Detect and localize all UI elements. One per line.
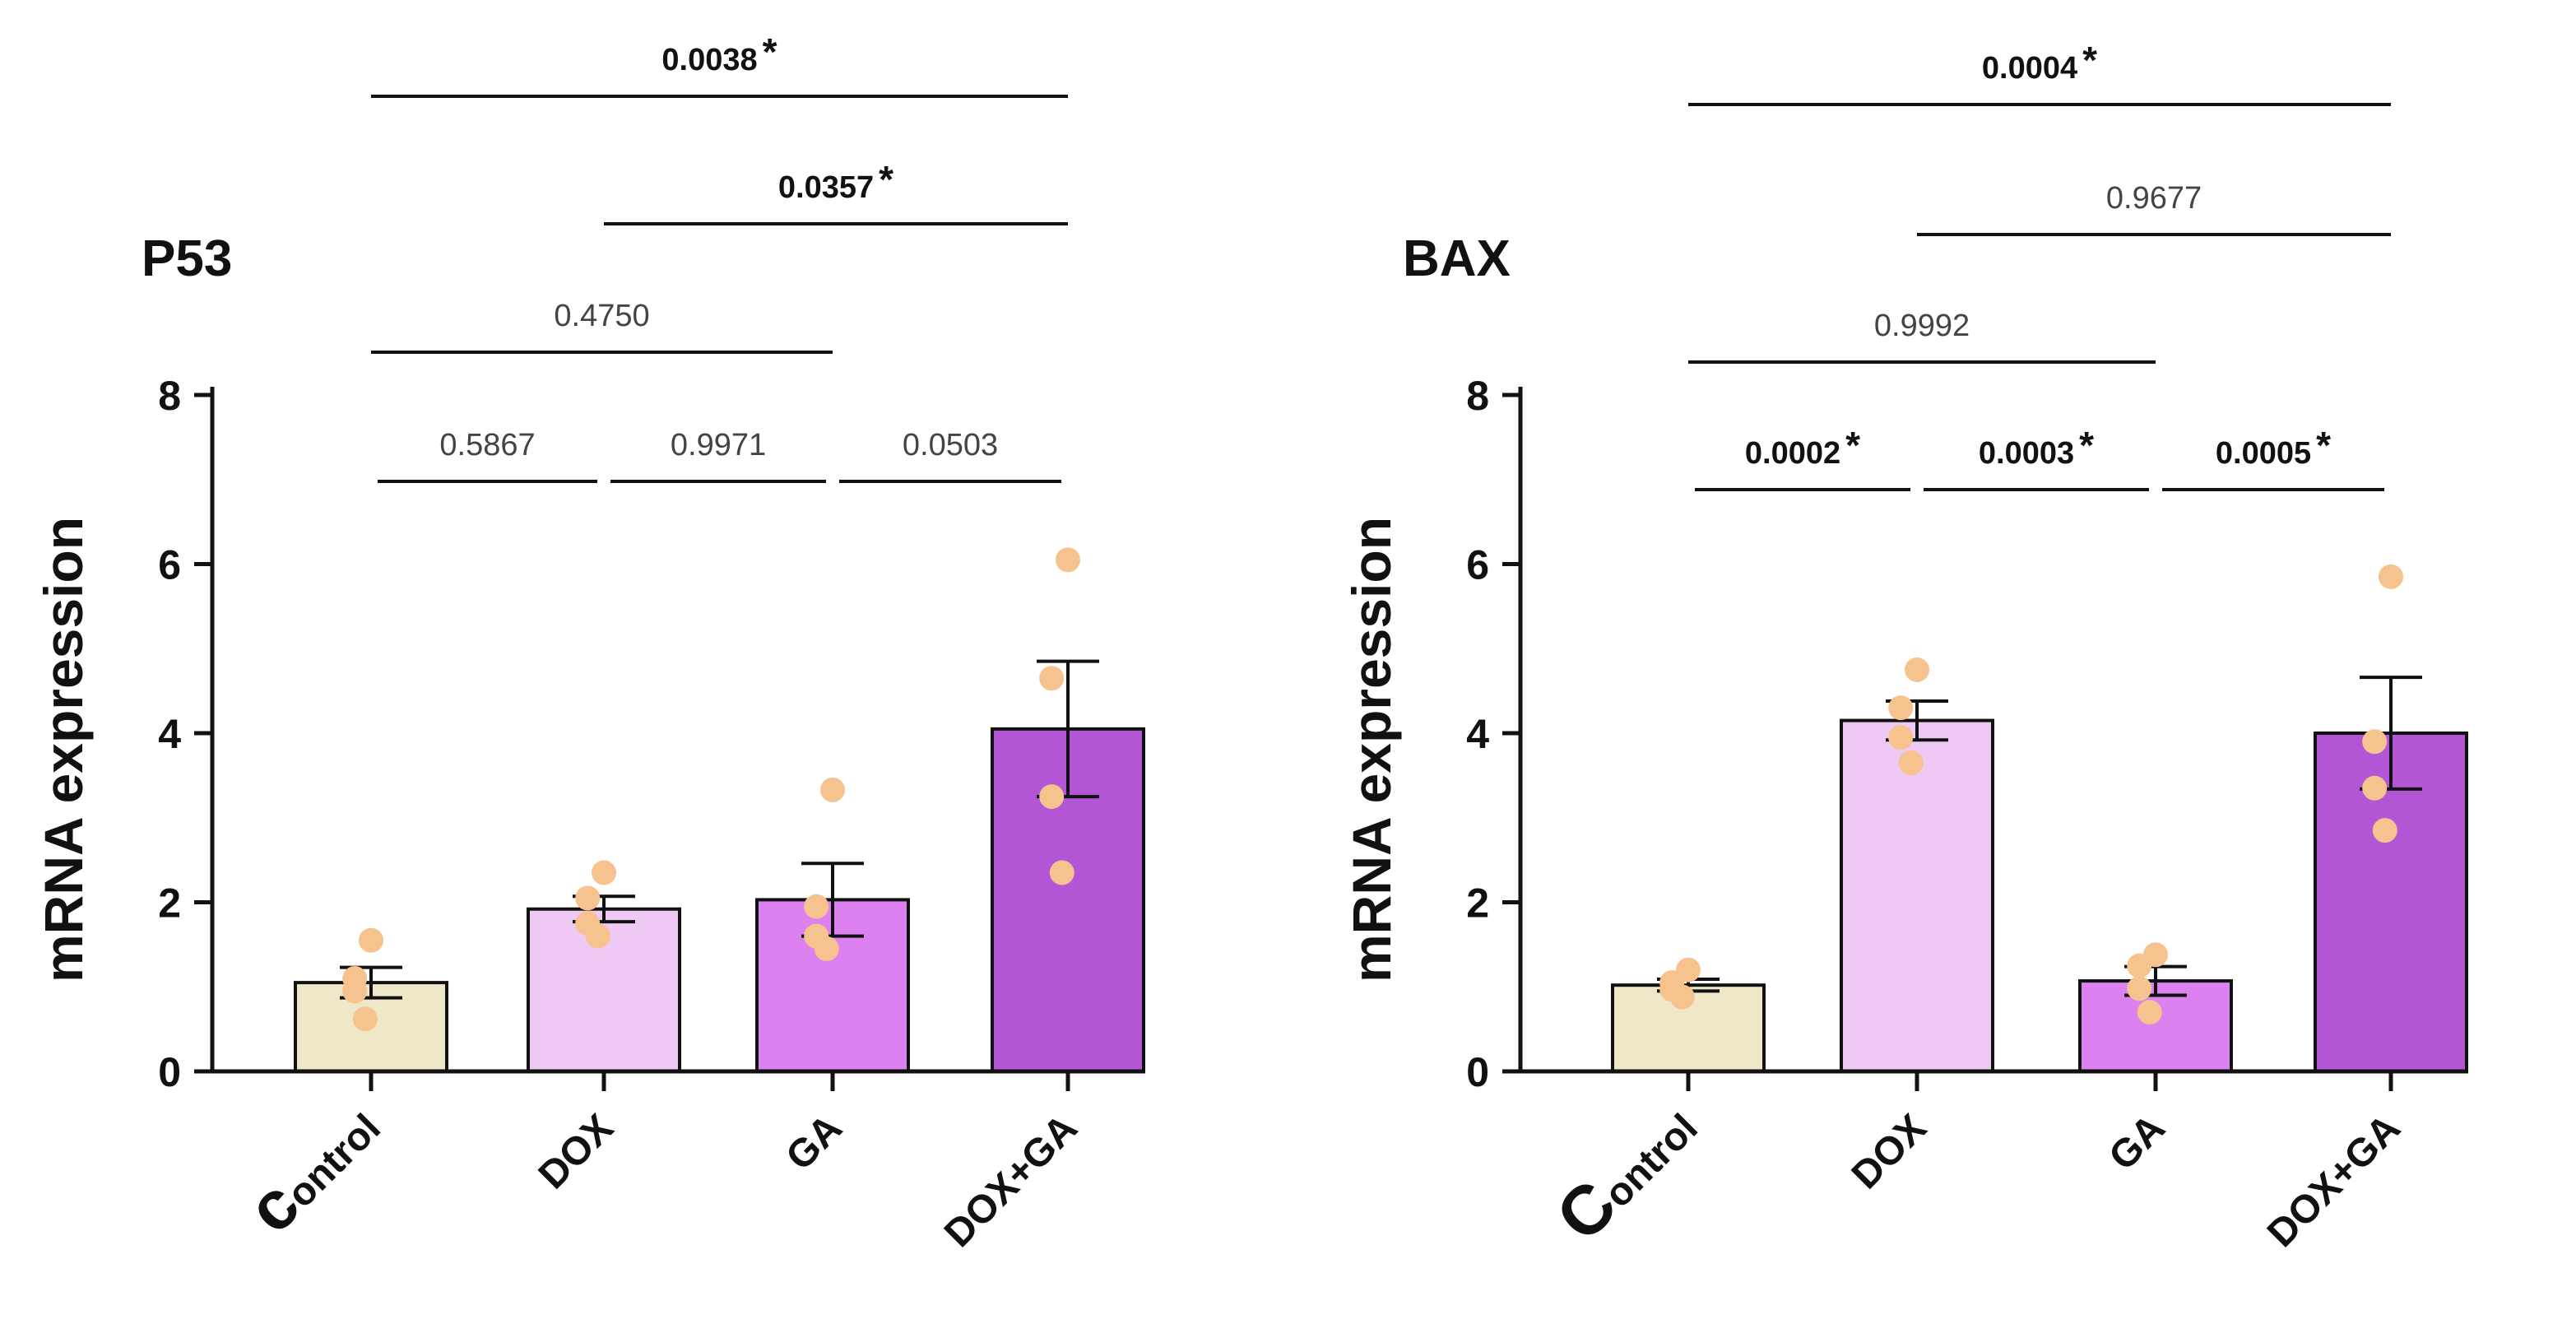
y-tick-label: 4 xyxy=(1466,711,1489,757)
data-point xyxy=(2127,953,2152,978)
x-tick-label-rest: DOX xyxy=(1844,1106,1935,1197)
p-value-label: 0.0357 * xyxy=(778,158,893,205)
p-value: 0.0005 xyxy=(2216,436,2311,471)
data-point xyxy=(1898,750,1924,775)
data-point xyxy=(359,927,383,953)
chart-panel-bax: BAX mRNA expression 0 2 4 6 8 Control DOX GA DOX+G… xyxy=(1341,39,2468,1256)
chart-title: P53 xyxy=(142,230,232,287)
p-value: 0.0004 xyxy=(1982,51,2077,86)
y-tick-label: 4 xyxy=(158,711,181,757)
p-value: 0.9971 xyxy=(671,428,766,462)
x-tick-label-rest: GA xyxy=(777,1106,850,1178)
significance-star: * xyxy=(763,30,777,73)
y-tick-label: 6 xyxy=(158,542,181,588)
significance-star: * xyxy=(879,158,893,201)
x-tick-label-rest: ontrol xyxy=(1596,1106,1706,1216)
y-tick-label: 0 xyxy=(158,1049,181,1095)
significance-star: * xyxy=(1845,424,1860,467)
data-point xyxy=(1888,695,1914,721)
y-tick-label: 2 xyxy=(1466,880,1489,927)
data-point xyxy=(342,978,368,1004)
x-tick-label: DOX xyxy=(531,1106,622,1197)
p-value: 0.0038 xyxy=(661,43,757,77)
bar-dox xyxy=(1840,718,1994,1074)
x-tick-label: GA xyxy=(777,1106,850,1178)
data-point xyxy=(2362,729,2388,755)
data-point xyxy=(585,923,610,949)
p-value-label: 0.9677 xyxy=(2106,181,2202,216)
x-tick-label: DOX xyxy=(1844,1106,1935,1197)
data-point xyxy=(820,777,845,802)
data-point xyxy=(352,1006,378,1032)
data-point xyxy=(804,894,829,919)
p-value: 0.9992 xyxy=(1874,309,1970,343)
p-value-label: 0.9971 xyxy=(671,428,766,462)
p-value: 0.0503 xyxy=(903,428,998,462)
p-value-label: 0.0003 * xyxy=(1979,424,2094,471)
y-axis-label: mRNA expression xyxy=(33,517,94,983)
x-tick-label-rest: ontrol xyxy=(279,1106,389,1216)
x-tick-label-rest: GA xyxy=(2100,1106,2173,1178)
significance-star: * xyxy=(2316,424,2331,467)
data-point xyxy=(2362,775,2388,801)
y-tick-label: 2 xyxy=(158,880,181,927)
y-tick-label: 0 xyxy=(1466,1049,1489,1095)
y-tick-label: 6 xyxy=(1466,542,1489,588)
p-value-label: 0.5867 xyxy=(439,428,535,462)
p-value-label: 0.0038 * xyxy=(661,30,777,77)
data-point xyxy=(2137,1000,2162,1025)
y-tick-label: 8 xyxy=(1466,373,1489,419)
p-value: 0.0003 xyxy=(1979,436,2074,471)
data-point xyxy=(2379,564,2403,589)
significance-star: * xyxy=(2082,39,2097,81)
x-tick-label-rest: DOX+GA xyxy=(2259,1106,2409,1256)
p-value: 0.0357 xyxy=(778,170,874,205)
x-tick-label: control xyxy=(232,1086,393,1247)
data-point xyxy=(1049,860,1074,885)
y-axis-label: mRNA expression xyxy=(1341,517,1402,983)
p-value: 0.5867 xyxy=(439,428,535,462)
data-point xyxy=(1669,984,1695,1010)
p-value: 0.9677 xyxy=(2106,181,2202,216)
x-tick-label: DOX+GA xyxy=(2259,1106,2409,1256)
x-tick-label: Control xyxy=(1541,1086,1710,1256)
x-tick-label: DOX+GA xyxy=(936,1106,1086,1256)
data-point xyxy=(2372,818,2397,843)
p-value-label: 0.0503 xyxy=(903,428,998,462)
p-value-label: 0.4750 xyxy=(554,299,649,333)
data-point xyxy=(1888,725,1914,750)
p-value-label: 0.0002 * xyxy=(1745,424,1860,471)
data-point xyxy=(1039,666,1065,691)
p-value-label: 0.9992 xyxy=(1874,309,1970,343)
data-point xyxy=(575,885,601,911)
p-value-label: 0.0004 * xyxy=(1982,39,2097,86)
chart-panel-p53: P53 mRNA expression 0 2 4 6 8 control DOX GA DOX+G… xyxy=(33,30,1145,1256)
significance-star: * xyxy=(2079,424,2094,467)
x-tick-label-rest: DOX+GA xyxy=(936,1106,1086,1256)
data-point xyxy=(1905,657,1929,682)
data-point xyxy=(1039,784,1065,810)
data-point xyxy=(1056,547,1080,573)
p-value: 0.4750 xyxy=(554,299,649,333)
data-point xyxy=(2127,976,2152,1001)
y-tick-label: 8 xyxy=(158,373,181,419)
chart-title: BAX xyxy=(1403,230,1511,287)
p-value-label: 0.0005 * xyxy=(2216,424,2331,471)
p-value: 0.0002 xyxy=(1745,436,1840,471)
x-tick-label: GA xyxy=(2100,1106,2173,1178)
x-tick-label-rest: DOX xyxy=(531,1106,622,1197)
data-point xyxy=(814,936,839,962)
data-point xyxy=(592,860,616,885)
